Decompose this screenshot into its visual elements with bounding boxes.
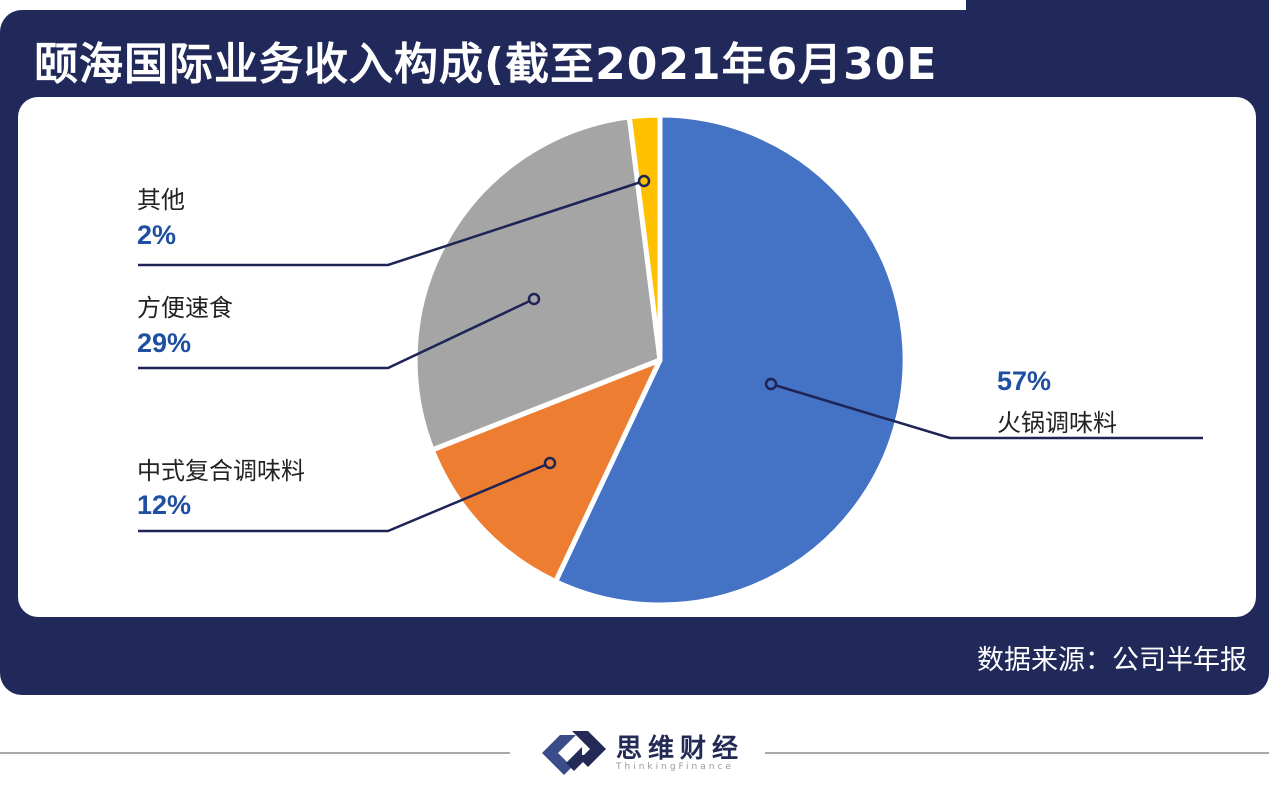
dot-other — [637, 174, 651, 188]
slice-hotpot[interactable] — [553, 112, 908, 608]
leader-line-other — [138, 179, 645, 267]
dot-hotpot — [764, 377, 778, 391]
leader-line-instant — [138, 297, 535, 370]
slice-instant-food[interactable] — [412, 114, 663, 453]
slice-compound-seasoning[interactable] — [429, 357, 663, 585]
label-compound-name: 中式复合调味料 — [137, 457, 305, 485]
data-source: 数据来源：公司半年报 — [977, 645, 1247, 676]
dot-compound — [543, 456, 557, 470]
brand-mark-icon — [542, 731, 606, 775]
leader-line-hotpot — [770, 382, 1203, 440]
dot-instant — [527, 292, 541, 306]
label-hotpot-pct: 57% — [997, 366, 1052, 396]
label-other-pct: 2% — [137, 220, 177, 250]
label-hotpot-name: 火锅调味料 — [997, 409, 1117, 437]
divider-right — [765, 752, 1269, 754]
brand-name: 思维财经 — [616, 734, 745, 764]
brand-subtitle: ThinkingFinance — [616, 762, 734, 772]
page-title: 颐海国际业务收入构成(截至2021年6月30E — [34, 39, 938, 90]
label-other-name: 其他 — [137, 186, 185, 214]
leader-dots — [527, 174, 778, 470]
brand-logo: 思维财经 ThinkingFinance — [536, 722, 776, 784]
pie-slices — [412, 112, 908, 608]
label-instant-pct: 29% — [137, 328, 192, 358]
leader-line-compound — [138, 461, 551, 533]
label-compound-pct: 12% — [137, 490, 192, 520]
divider-left — [0, 752, 510, 754]
slice-other[interactable] — [626, 112, 663, 363]
label-instant-name: 方便速食 — [137, 294, 233, 322]
leader-lines — [138, 179, 1203, 533]
title-occluder — [968, 20, 1269, 90]
